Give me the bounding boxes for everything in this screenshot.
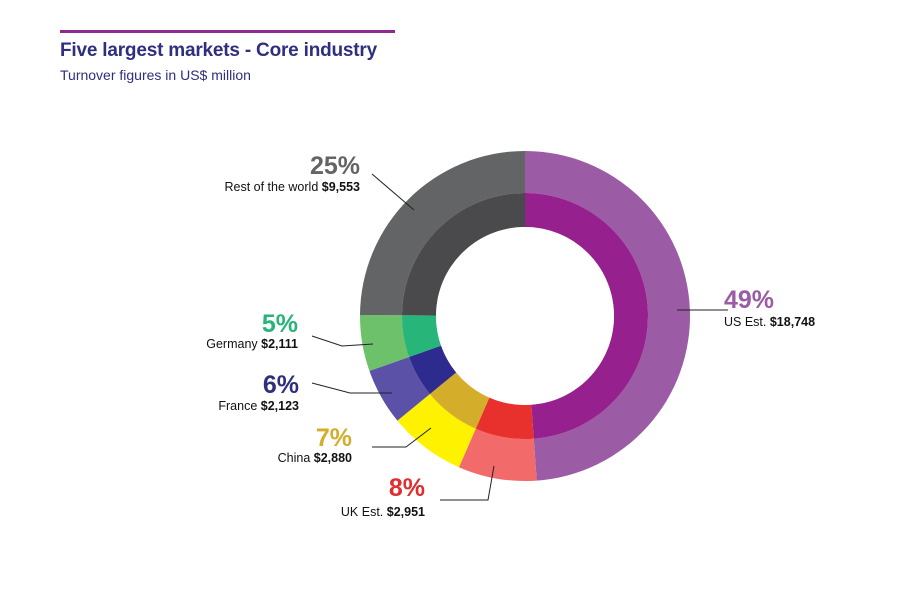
category-value-france: $2,123 — [261, 399, 299, 413]
category-name-germany: Germany — [206, 337, 258, 351]
slice-outer-germany — [359, 314, 410, 371]
slice-outer-china — [397, 394, 476, 468]
slice-inner-rest-of-the-world — [402, 193, 525, 316]
leader-line-france — [311, 382, 392, 394]
category-value-rest-of-the-world: $9,553 — [322, 180, 360, 194]
leader-line-uk-est — [440, 465, 495, 501]
leader-line-rest-of-the-world — [371, 173, 415, 211]
category-name-france: France — [218, 399, 257, 413]
title-rule — [60, 30, 395, 33]
category-value-germany: $2,111 — [261, 337, 298, 351]
category-name-rest-of-the-world: Rest of the world — [224, 180, 318, 194]
category-name-china: China — [278, 451, 311, 465]
slice-inner-germany — [402, 315, 442, 357]
category-value-uk-est: $2,951 — [387, 505, 425, 519]
slice-inner-us-est — [525, 193, 648, 439]
slice-outer-rest-of-the-world — [360, 151, 525, 316]
percent-label-uk-est: 8% — [389, 474, 425, 502]
slice-outer-us-est — [525, 151, 691, 481]
category-label-rest-of-the-world: Rest of the world $9,553 — [224, 180, 360, 194]
category-label-china: China $2,880 — [278, 451, 352, 465]
category-name-us-est: US Est. — [724, 315, 766, 329]
slice-inner-china — [429, 372, 490, 429]
chart-subtitle: Turnover figures in US$ million — [60, 67, 251, 83]
slice-outer-france — [369, 356, 430, 421]
category-label-us-est: US Est. $18,748 — [724, 315, 815, 329]
slice-inner-uk-est — [475, 397, 534, 439]
leader-line-china — [372, 427, 432, 448]
percent-label-france: 6% — [263, 371, 299, 399]
leader-line-germany — [311, 335, 374, 347]
percent-label-rest-of-the-world: 25% — [310, 152, 360, 180]
category-label-germany: Germany $2,111 — [206, 337, 298, 351]
slice-outer-uk-est — [458, 428, 537, 481]
category-name-uk-est: UK Est. — [341, 505, 383, 519]
category-value-china: $2,880 — [314, 451, 352, 465]
chart-title: Five largest markets - Core industry — [60, 40, 377, 61]
donut-hole — [436, 227, 614, 405]
category-label-france: France $2,123 — [218, 399, 299, 413]
category-label-uk-est: UK Est. $2,951 — [341, 505, 425, 519]
percent-label-china: 7% — [316, 424, 352, 452]
category-value-us-est: $18,748 — [770, 315, 815, 329]
slice-inner-france — [409, 345, 457, 395]
percent-label-germany: 5% — [262, 310, 298, 338]
percent-label-us-est: 49% — [724, 286, 774, 314]
